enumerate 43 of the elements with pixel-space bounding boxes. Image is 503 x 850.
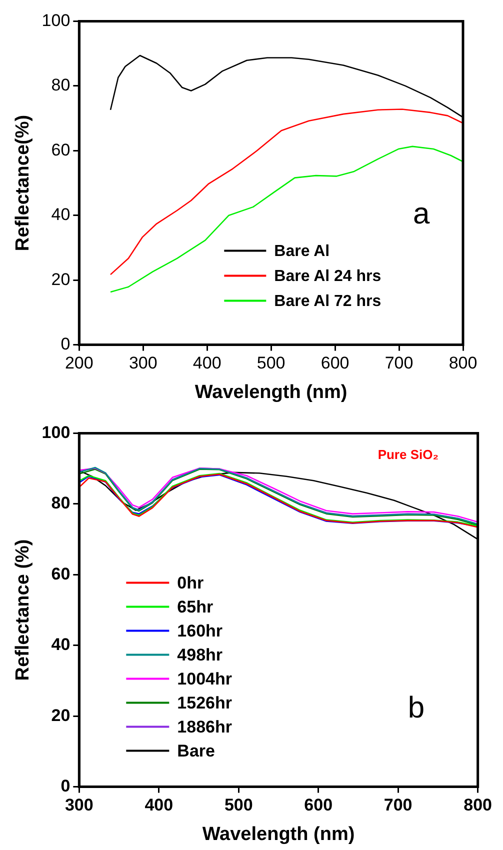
y-tick-label: 80	[51, 494, 70, 513]
x-tick-label: 400	[144, 796, 174, 815]
y-tick-label: 40	[51, 635, 70, 654]
legend-label: 65hr	[177, 597, 214, 616]
x-tick-label: 300	[64, 796, 94, 815]
x-tick-label: 500	[256, 354, 286, 373]
x-tick-label: 600	[304, 796, 333, 815]
y-tick-label: 20	[51, 270, 70, 289]
legend-label: 1886hr	[177, 717, 232, 736]
legend-label: 160hr	[177, 621, 223, 640]
y-axis-title: Reflectance (%)	[12, 539, 34, 681]
x-axis-title: Wavelength (nm)	[194, 382, 348, 403]
annotation: b	[408, 691, 425, 724]
annotation: Pure SiO₂	[378, 446, 439, 462]
legend-label: Bare	[177, 741, 215, 760]
x-axis-title: Wavelength (nm)	[202, 824, 355, 845]
y-axis-title: Reflectance(%)	[12, 114, 34, 252]
y-tick-label: 100	[42, 422, 70, 442]
x-tick-label: 800	[448, 354, 478, 373]
annotation: a	[413, 198, 430, 231]
x-tick-label: 200	[64, 354, 94, 373]
legend-label: Bare Al 72 hrs	[274, 293, 382, 310]
x-tick-label: 800	[464, 796, 492, 815]
y-tick-label: 20	[51, 706, 70, 725]
legend-label: Bare Al	[274, 243, 330, 260]
y-tick-label: 100	[42, 10, 70, 30]
x-tick-label: 600	[320, 354, 350, 373]
y-tick-label: 60	[51, 140, 70, 160]
x-tick-label: 500	[224, 796, 253, 815]
x-tick-label: 400	[192, 354, 222, 373]
legend-label: 498hr	[177, 645, 223, 664]
y-tick-label: 0	[60, 334, 70, 354]
x-tick-label: 700	[384, 354, 414, 373]
y-tick-label: 0	[60, 776, 70, 796]
legend-label: 0hr	[177, 573, 204, 592]
legend-label: 1004hr	[177, 669, 232, 688]
legend-label: Bare Al 24 hrs	[274, 268, 382, 286]
y-tick-label: 40	[51, 205, 70, 224]
y-tick-label: 80	[51, 76, 70, 95]
x-tick-label: 700	[384, 796, 412, 815]
legend-label: 1526hr	[177, 693, 232, 712]
y-tick-label: 60	[51, 564, 70, 584]
x-tick-label: 300	[128, 354, 158, 373]
